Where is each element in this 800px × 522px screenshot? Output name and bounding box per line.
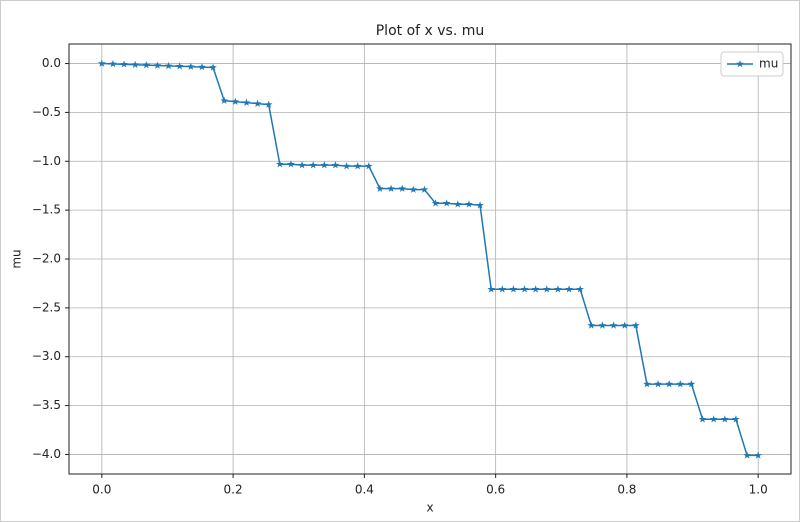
y-tick-label: −1.5: [32, 203, 61, 217]
marker: [365, 162, 373, 170]
marker: [576, 285, 584, 293]
y-tick-label: −3.5: [32, 398, 61, 412]
legend-label: mu: [759, 57, 778, 71]
marker: [632, 321, 640, 329]
marker: [431, 199, 440, 207]
marker: [487, 285, 495, 293]
marker: [387, 184, 395, 192]
marker: [643, 380, 651, 388]
marker: [654, 380, 662, 388]
marker: [376, 184, 384, 192]
marker: [164, 61, 173, 70]
x-tick-label: 0.2: [224, 483, 243, 497]
marker: [98, 59, 106, 67]
marker: [342, 162, 351, 170]
marker: [498, 285, 507, 293]
marker: [264, 100, 273, 108]
marker: [598, 321, 607, 329]
y-tick-label: −1.0: [32, 154, 61, 168]
marker: [298, 161, 306, 169]
y-tick-label: −2.0: [32, 252, 61, 266]
marker: [476, 201, 484, 209]
marker: [131, 60, 139, 68]
marker: [320, 161, 329, 169]
plot-frame: [68, 43, 792, 475]
marker: [309, 161, 317, 169]
marker: [531, 285, 540, 293]
marker: [253, 99, 262, 107]
chart-title: Plot of x vs. mu: [376, 23, 485, 39]
marker: [398, 184, 406, 192]
x-tick-label: 0.6: [486, 483, 505, 497]
marker: [353, 162, 362, 170]
marker: [153, 61, 162, 69]
x-tick-label: 0.0: [92, 483, 111, 497]
marker: [520, 285, 529, 293]
marker: [142, 61, 151, 69]
marker: [331, 161, 340, 169]
marker: [587, 321, 596, 329]
y-tick-label: −0.5: [32, 105, 61, 119]
x-tick-label: 0.8: [617, 483, 636, 497]
marker: [220, 96, 228, 104]
marker: [287, 160, 295, 168]
marker: [620, 321, 629, 329]
marker: [665, 380, 673, 388]
marker: [687, 380, 696, 388]
y-tick-label: 0.0: [42, 56, 61, 70]
marker: [231, 97, 240, 105]
marker: [554, 285, 562, 293]
marker: [198, 63, 206, 71]
legend-marker: [736, 60, 744, 68]
marker: [276, 160, 284, 168]
y-tick-label: −2.5: [32, 300, 61, 314]
marker: [543, 285, 551, 293]
marker: [676, 380, 685, 388]
marker: [420, 185, 429, 193]
marker: [442, 199, 451, 207]
x-tick-label: 0.4: [355, 483, 374, 497]
marker: [754, 451, 762, 459]
marker: [209, 63, 217, 71]
marker: [709, 415, 718, 423]
marker: [509, 285, 518, 293]
marker: [609, 321, 618, 329]
marker: [721, 415, 729, 423]
marker: [743, 451, 751, 459]
y-tick-label: −4.0: [32, 447, 61, 461]
marker: [409, 185, 418, 193]
y-axis-label: mu: [10, 249, 24, 268]
marker: [454, 200, 462, 208]
marker: [465, 200, 473, 208]
marker: [187, 62, 195, 70]
marker: [732, 415, 740, 423]
x-tick-label: 1.0: [749, 483, 768, 497]
marker: [698, 415, 707, 423]
x-axis-label: x: [426, 501, 433, 515]
y-tick-label: −3.0: [32, 349, 61, 363]
marker: [242, 98, 251, 106]
marker: [175, 62, 184, 70]
marker: [565, 285, 573, 293]
marker: [120, 60, 128, 68]
marker: [109, 59, 117, 68]
